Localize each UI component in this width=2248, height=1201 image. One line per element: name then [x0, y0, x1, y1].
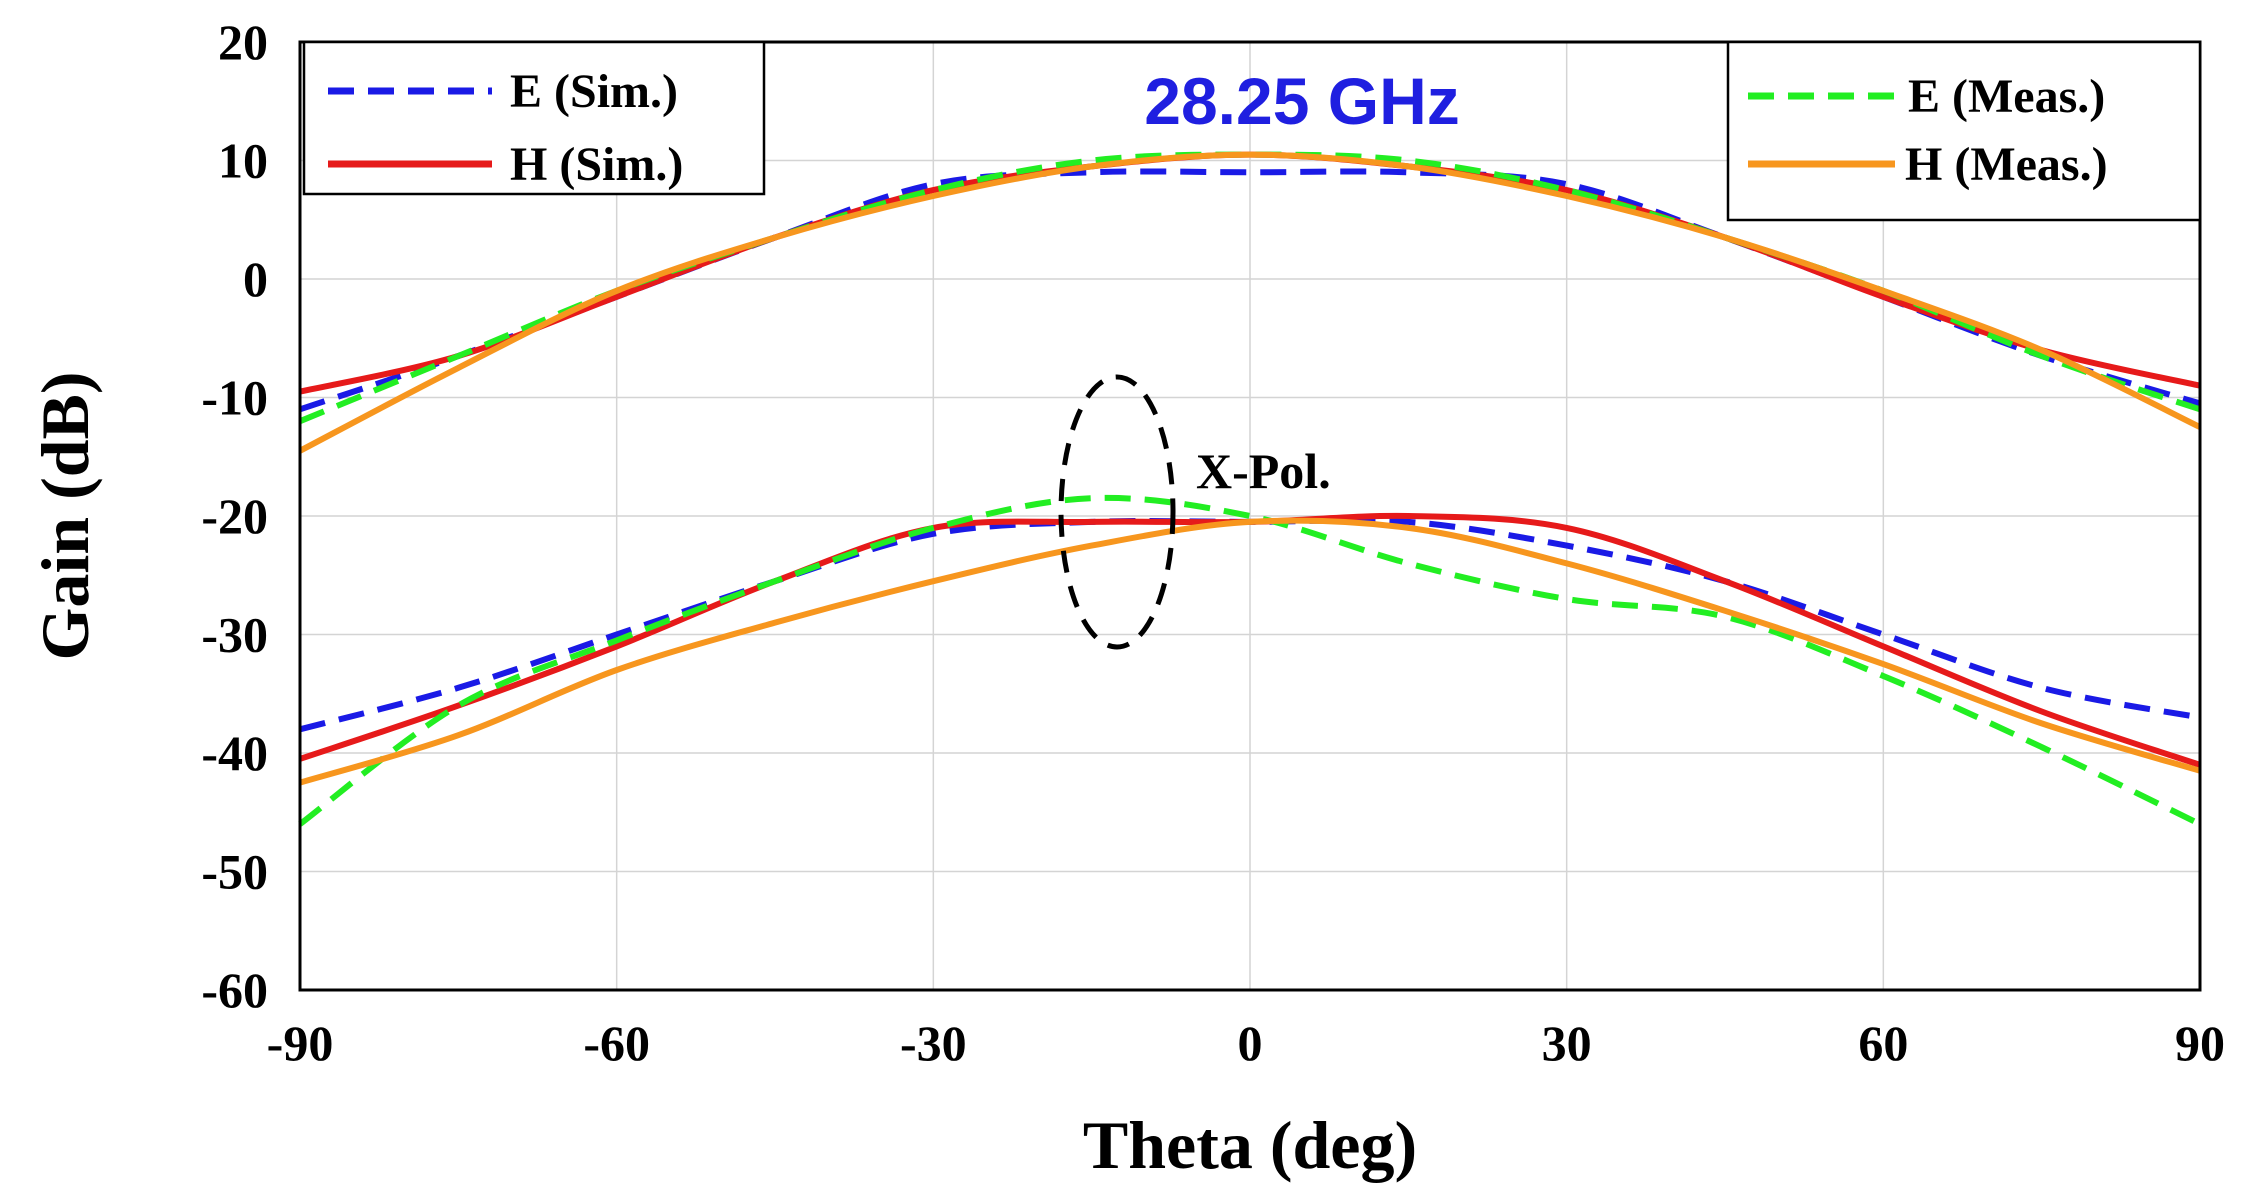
y-tick-label: -60 — [201, 962, 268, 1018]
legend-right: E (Meas.) H (Meas.) — [1726, 40, 2202, 222]
y-axis-title: Gain (dB) — [27, 371, 103, 660]
y-tick-label: -40 — [201, 725, 268, 781]
legend-left-box — [302, 40, 766, 196]
x-tick-label: 60 — [1858, 1015, 1908, 1071]
y-tick-label: -30 — [201, 607, 268, 663]
x-tick-label: 0 — [1238, 1015, 1263, 1071]
series-line-x-pol-e-meas — [298, 494, 2202, 827]
series-line-x-pol-h-meas — [299, 517, 2201, 786]
x-tick-label: -60 — [583, 1015, 650, 1071]
legend-label-h-sim: H (Sim.) — [510, 138, 683, 191]
y-tick-label: 10 — [218, 133, 268, 189]
y-tick-label: -10 — [201, 370, 268, 426]
y-tick-label: 20 — [218, 14, 268, 70]
x-tick-label: 90 — [2175, 1015, 2225, 1071]
frequency-label: 28.25 GHz — [1144, 64, 1460, 138]
plot-frame — [298, 40, 2202, 992]
legend-label-e-sim: E (Sim.) — [510, 65, 678, 118]
x-tick-label: -30 — [900, 1015, 967, 1071]
legend-right-box — [1726, 40, 2202, 222]
legend-left: E (Sim.) H (Sim.) — [302, 40, 766, 196]
y-tick-label: -50 — [201, 844, 268, 900]
y-tick-label: 0 — [243, 251, 268, 307]
y-tick-label: -20 — [201, 488, 268, 544]
legend-label-h-meas: H (Meas.) — [1905, 138, 2108, 191]
series-line-co-pol-h-meas — [298, 151, 2202, 454]
x-pol-ellipse — [1058, 374, 1176, 650]
x-tick-label: -90 — [267, 1015, 334, 1071]
plot-lines — [298, 151, 2202, 827]
x-axis-title: Theta (deg) — [1083, 1107, 1417, 1183]
legend-label-e-meas: E (Meas.) — [1908, 70, 2105, 123]
x-pol-annotation: X-Pol. — [1196, 443, 1331, 499]
x-tick-label: 30 — [1542, 1015, 1592, 1071]
